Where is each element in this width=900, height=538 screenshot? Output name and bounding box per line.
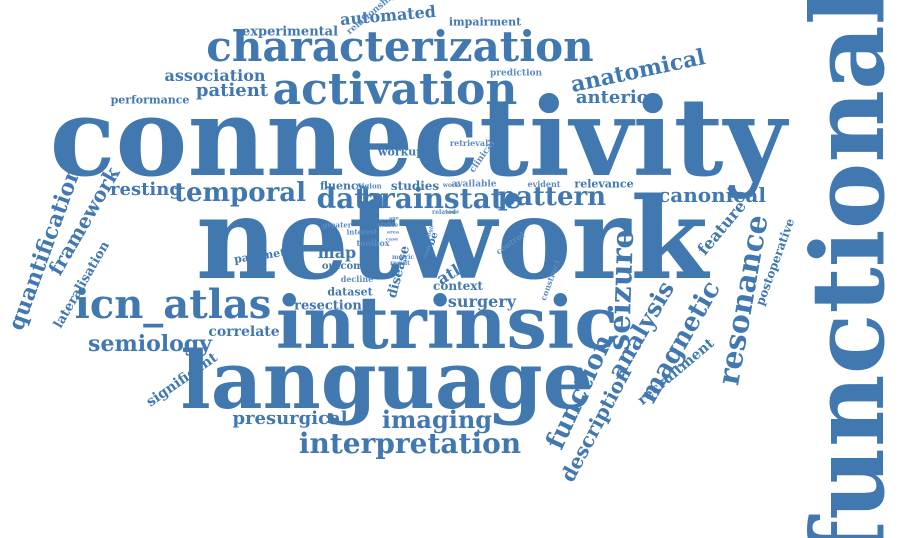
word-patient: patient [195, 80, 269, 101]
word-fluency: fluency [319, 179, 365, 193]
word-outcome: outcome [321, 261, 371, 272]
word-language: language [180, 333, 594, 427]
word-experimental: experimental [241, 24, 339, 40]
word-resting: resting [110, 179, 182, 200]
word-retrieval: retrieval [449, 138, 489, 148]
word-characterization: characterization [206, 22, 594, 71]
word-correlate: correlate [208, 324, 280, 340]
word-result: result [390, 260, 410, 267]
word-resection: resection [294, 298, 362, 314]
word-data: data [316, 182, 386, 215]
word-pattern: pattern [497, 182, 607, 212]
word-intrinsic: intrinsic [275, 280, 619, 365]
word-functional: functional [789, 0, 900, 538]
word-context: context [433, 279, 483, 293]
word-related: related [432, 209, 456, 216]
word-connectivity: connectivity [49, 75, 787, 201]
word-activation: activation [272, 64, 518, 115]
word-interest: interest [346, 227, 378, 237]
word-word: word [445, 209, 459, 216]
word-evident: evident [527, 179, 561, 189]
word-metric: metric [391, 254, 415, 261]
word-studies: studies [390, 179, 440, 193]
word-workup: workup [378, 145, 424, 159]
word-greater: greater [322, 220, 352, 230]
word-region: region [356, 181, 382, 191]
word-brainstate: brainstate [360, 182, 522, 215]
word-performance: performance [110, 93, 190, 107]
word-work: work [442, 182, 460, 189]
word-network: network [195, 174, 709, 305]
word-toolbox: toolbox [356, 238, 390, 248]
word-relevance: relevance [574, 177, 634, 191]
word-temporal: temporal [173, 178, 307, 208]
word-stable: stable [377, 222, 399, 229]
word-decline: decline [340, 274, 374, 284]
word-association: association [164, 66, 266, 85]
word-canonical: canonical [658, 183, 766, 207]
word-imaging: imaging [381, 405, 493, 434]
word-anterior: anterior [575, 87, 659, 108]
word-semiology: semiology [88, 331, 212, 357]
word-icn-atlas: icn_atlas [74, 281, 272, 328]
word-case: case [385, 236, 399, 243]
word-area: area [386, 229, 400, 236]
word-map: map [317, 243, 357, 262]
word-surgery: surgery [447, 292, 517, 311]
word-age: age [389, 215, 399, 222]
word-presurgical: presurgical [232, 408, 348, 429]
word-available: available [451, 179, 497, 190]
word-dataset: dataset [327, 285, 373, 299]
word-impairment: impairment [448, 15, 522, 29]
word-prediction: prediction [489, 68, 543, 79]
word-interpretation: interpretation [298, 427, 522, 460]
